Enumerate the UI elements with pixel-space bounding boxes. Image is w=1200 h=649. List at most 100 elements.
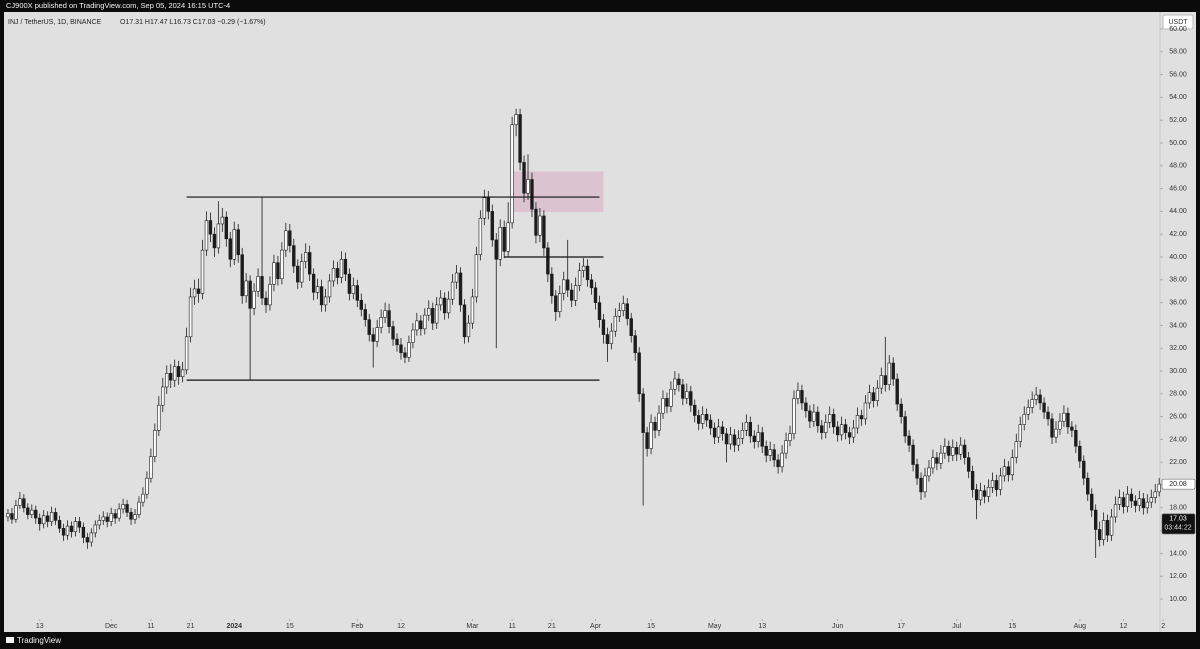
candle-body [268,284,272,306]
candle-body [796,390,800,399]
candle-body [1141,498,1146,509]
y-tick-label: 40.00 [1169,254,1187,261]
candle-body [502,227,506,252]
candle-body [1125,493,1130,507]
candle-body [81,526,86,538]
candle-body [427,308,431,316]
candle-body [315,286,320,293]
candle-body [1145,501,1149,509]
candle-body [10,513,14,520]
candle-body [629,318,633,336]
candle-body [518,114,522,163]
candle-body [947,445,951,456]
candle-body [184,336,189,371]
candle-body [6,513,10,518]
candle-body [1117,497,1122,505]
candle-body [788,433,792,441]
candle-body [319,286,324,306]
candle-body [895,378,899,405]
candle-body [871,392,876,401]
candle-body [955,447,959,455]
candle-body [311,273,316,293]
candle-body [264,297,268,306]
candle-body [292,245,296,267]
candle-body [867,392,872,404]
candle-body [613,315,618,332]
publisher: CJ900X published on TradingView.com, Sep… [6,1,230,10]
candle-body [208,220,213,235]
candle-body [693,404,697,416]
x-tick-label: 2024 [226,623,242,630]
candle-body [915,464,919,479]
candle-body [704,414,709,421]
candle-body [617,310,622,317]
candle-body [585,265,590,281]
candle-body [161,386,165,406]
x-tick-label: May [708,623,722,630]
candle-body [716,426,721,438]
y-tick-label: 52.00 [1169,117,1187,124]
candle-body [494,239,498,260]
candle-body [137,501,141,515]
candle-body [724,433,729,445]
candle-body [65,525,70,536]
candle-body [157,404,161,431]
candle-body [1082,460,1086,479]
candle-body [442,297,447,314]
candle-body [30,509,34,515]
candle-body [1058,420,1062,430]
y-tick-label: 18.00 [1169,505,1187,512]
candle-body [347,273,352,294]
candle-body [542,215,546,249]
candle-body [748,422,753,437]
candle-body [1014,441,1018,458]
candle-body [994,480,999,490]
candle-body [49,512,54,522]
candle-body [677,378,681,385]
candle-body [808,410,812,422]
candle-body [89,532,94,543]
candle-body [740,430,745,439]
candle-body [466,322,471,338]
candle-body [780,452,784,468]
y-tick-label: 28.00 [1169,391,1187,398]
y-tick-label: 38.00 [1169,277,1187,284]
y-tick-label: 60.00 [1169,26,1187,33]
supply-zone [512,171,604,212]
candle-body [228,238,232,260]
candle-body [538,215,542,236]
candle-body [224,216,228,240]
candle-body [653,422,657,431]
y-tick-label: 36.00 [1169,299,1187,306]
candle-body [38,517,42,525]
candle-body [863,402,868,420]
candle-body [446,298,451,314]
candle-body [383,310,387,318]
candle-body [645,432,649,449]
candle-body [804,402,808,412]
candle-body [165,372,169,388]
candle-body [121,504,125,510]
candle-body [45,515,50,522]
candle-body [379,317,383,328]
candle-body [546,247,550,275]
y-tick-label: 42.00 [1169,231,1187,238]
candle-body [1113,504,1118,518]
candle-body [1097,529,1102,541]
candle-body [800,390,804,404]
candle-body [363,309,367,321]
candle-body [77,521,82,528]
x-tick-label: 17 [897,623,905,630]
candle-body [117,508,121,519]
x-tick-label: Aug [1074,623,1087,630]
candle-body [970,471,975,490]
symbol: INJ / TetherUS, 1D, BINANCE [8,19,102,26]
candle-body [490,211,494,241]
candle-body [843,424,848,433]
candle-body [129,512,133,520]
candle-body [820,425,824,433]
candle-body [1109,516,1114,536]
candle-body [637,352,641,395]
candle-body [625,303,629,319]
logo-mark [6,637,14,643]
